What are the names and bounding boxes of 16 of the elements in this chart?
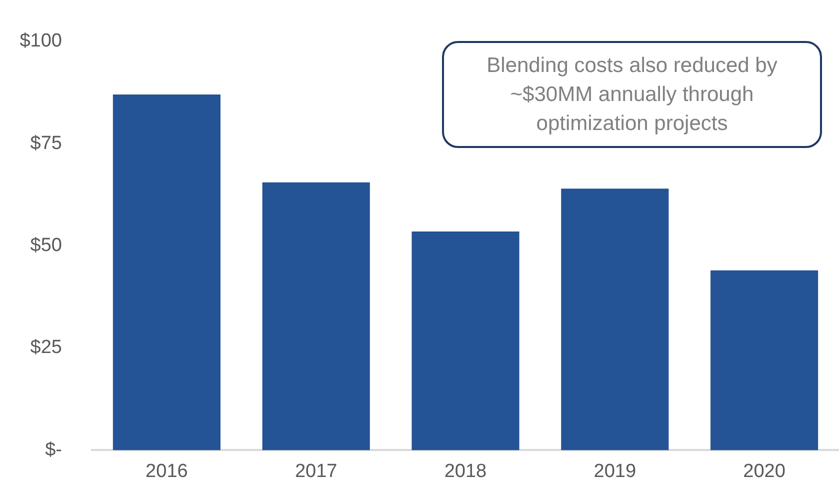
bar bbox=[710, 270, 818, 450]
callout-box: Blending costs also reduced by ~$30MM annually through optimization projects bbox=[442, 41, 822, 148]
y-tick-label: $- bbox=[45, 439, 62, 460]
y-tick-label: $100 bbox=[20, 30, 62, 52]
x-tick-label: 2016 bbox=[146, 460, 188, 482]
y-tick-label: $50 bbox=[30, 235, 62, 256]
y-tick-label: $75 bbox=[30, 132, 62, 154]
bar bbox=[561, 188, 669, 450]
bar bbox=[262, 182, 370, 450]
y-tick-label: $25 bbox=[30, 337, 62, 358]
bar bbox=[112, 94, 220, 450]
x-tick-label: 2020 bbox=[743, 460, 786, 482]
x-tick-label: 2017 bbox=[294, 460, 338, 482]
x-tick-label: 2019 bbox=[594, 460, 636, 482]
x-tick-label: 2018 bbox=[444, 460, 487, 482]
bar bbox=[412, 231, 520, 450]
